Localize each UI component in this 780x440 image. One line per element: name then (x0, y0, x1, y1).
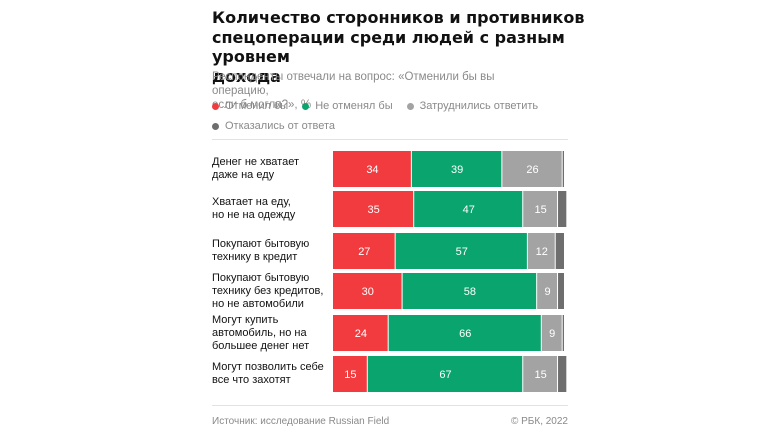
bar-segment-not-cancel (395, 233, 527, 269)
legend-label-refused: Отказались от ответа (225, 120, 336, 132)
source-note: Источник: исследование Russian Field (212, 416, 390, 427)
chart-title: Количество сторонников и противников спе… (212, 8, 585, 86)
data-label: 26 (526, 164, 538, 176)
legend-marker-cancel (212, 102, 219, 110)
copyright: © РБК, 2022 (510, 416, 568, 427)
bar-segment-undecided (537, 273, 558, 309)
data-label: 66 (459, 328, 471, 340)
data-label: 35 (367, 204, 379, 216)
bar-segment-refused (558, 356, 567, 392)
legend-item-undecided: Затруднились ответить (406, 100, 539, 112)
category-label: Могут купить автомобиль, но на большее д… (212, 313, 310, 352)
bar-segment-refused (562, 151, 564, 187)
legend-label-not-cancel: Не отменял бы (315, 100, 393, 112)
data-label: 58 (464, 286, 476, 298)
legend-marker-undecided (406, 102, 414, 110)
data-label: 15 (535, 204, 547, 216)
bar-segment-not-cancel (367, 356, 523, 392)
top-divider (212, 139, 568, 140)
legend-item-not-cancel: Не отменял бы (302, 100, 393, 112)
bar-segment-not-cancel (411, 151, 502, 187)
data-label: 27 (358, 246, 370, 258)
category-label: Покупают бытовую технику в кредит (212, 238, 310, 263)
bar-segment-cancel (333, 315, 388, 351)
data-label: 24 (355, 328, 367, 340)
bottom-divider (212, 405, 568, 406)
bar-segment-undecided (502, 151, 562, 187)
data-label: 47 (463, 204, 475, 216)
bar-segment-undecided (541, 315, 562, 351)
legend: Отменил бы Не отменял бы Затруднились от… (212, 100, 572, 132)
bar-segment-cancel (333, 273, 402, 309)
bar-segment-refused (555, 233, 564, 269)
bar-segment-undecided (527, 233, 555, 269)
bar-segment-refused (562, 315, 564, 351)
data-label: 57 (456, 246, 468, 258)
data-label: 39 (451, 164, 463, 176)
bar-segment-undecided (523, 356, 558, 392)
legend-marker-not-cancel (302, 102, 310, 110)
data-label: 30 (362, 286, 374, 298)
category-label: Покупают бытовую технику без кредитов, н… (212, 271, 324, 310)
bar-segment-not-cancel (388, 315, 541, 351)
data-label: 12 (536, 246, 548, 258)
bar-segment-not-cancel (414, 191, 523, 227)
category-label: Денег не хватает даже на еду (212, 156, 299, 181)
bar-segment-not-cancel (402, 273, 537, 309)
legend-label-cancel: Отменил бы (225, 100, 289, 112)
data-label: 34 (366, 164, 378, 176)
data-label: 67 (439, 369, 451, 381)
legend-label-undecided: Затруднились ответить (419, 100, 539, 112)
bar-segment-cancel (333, 151, 411, 187)
legend-item-cancel: Отменил бы (212, 100, 288, 112)
data-label: 9 (545, 286, 551, 298)
legend-item-refused: Отказались от ответа (212, 120, 335, 132)
bar-segment-cancel (333, 191, 414, 227)
data-label: 15 (344, 369, 356, 381)
bar-segment-refused (558, 273, 564, 309)
data-label: 15 (535, 369, 547, 381)
data-label: 9 (549, 328, 555, 340)
bar-segment-undecided (523, 191, 558, 227)
bar-segment-cancel (333, 233, 395, 269)
bar-segment-refused (558, 191, 567, 227)
legend-marker-refused (212, 122, 219, 130)
category-label: Могут позволить себе все что захотят (212, 361, 324, 386)
bar-segment-cancel (333, 356, 367, 392)
category-label: Хватает на еду, но не на одежду (212, 196, 296, 221)
